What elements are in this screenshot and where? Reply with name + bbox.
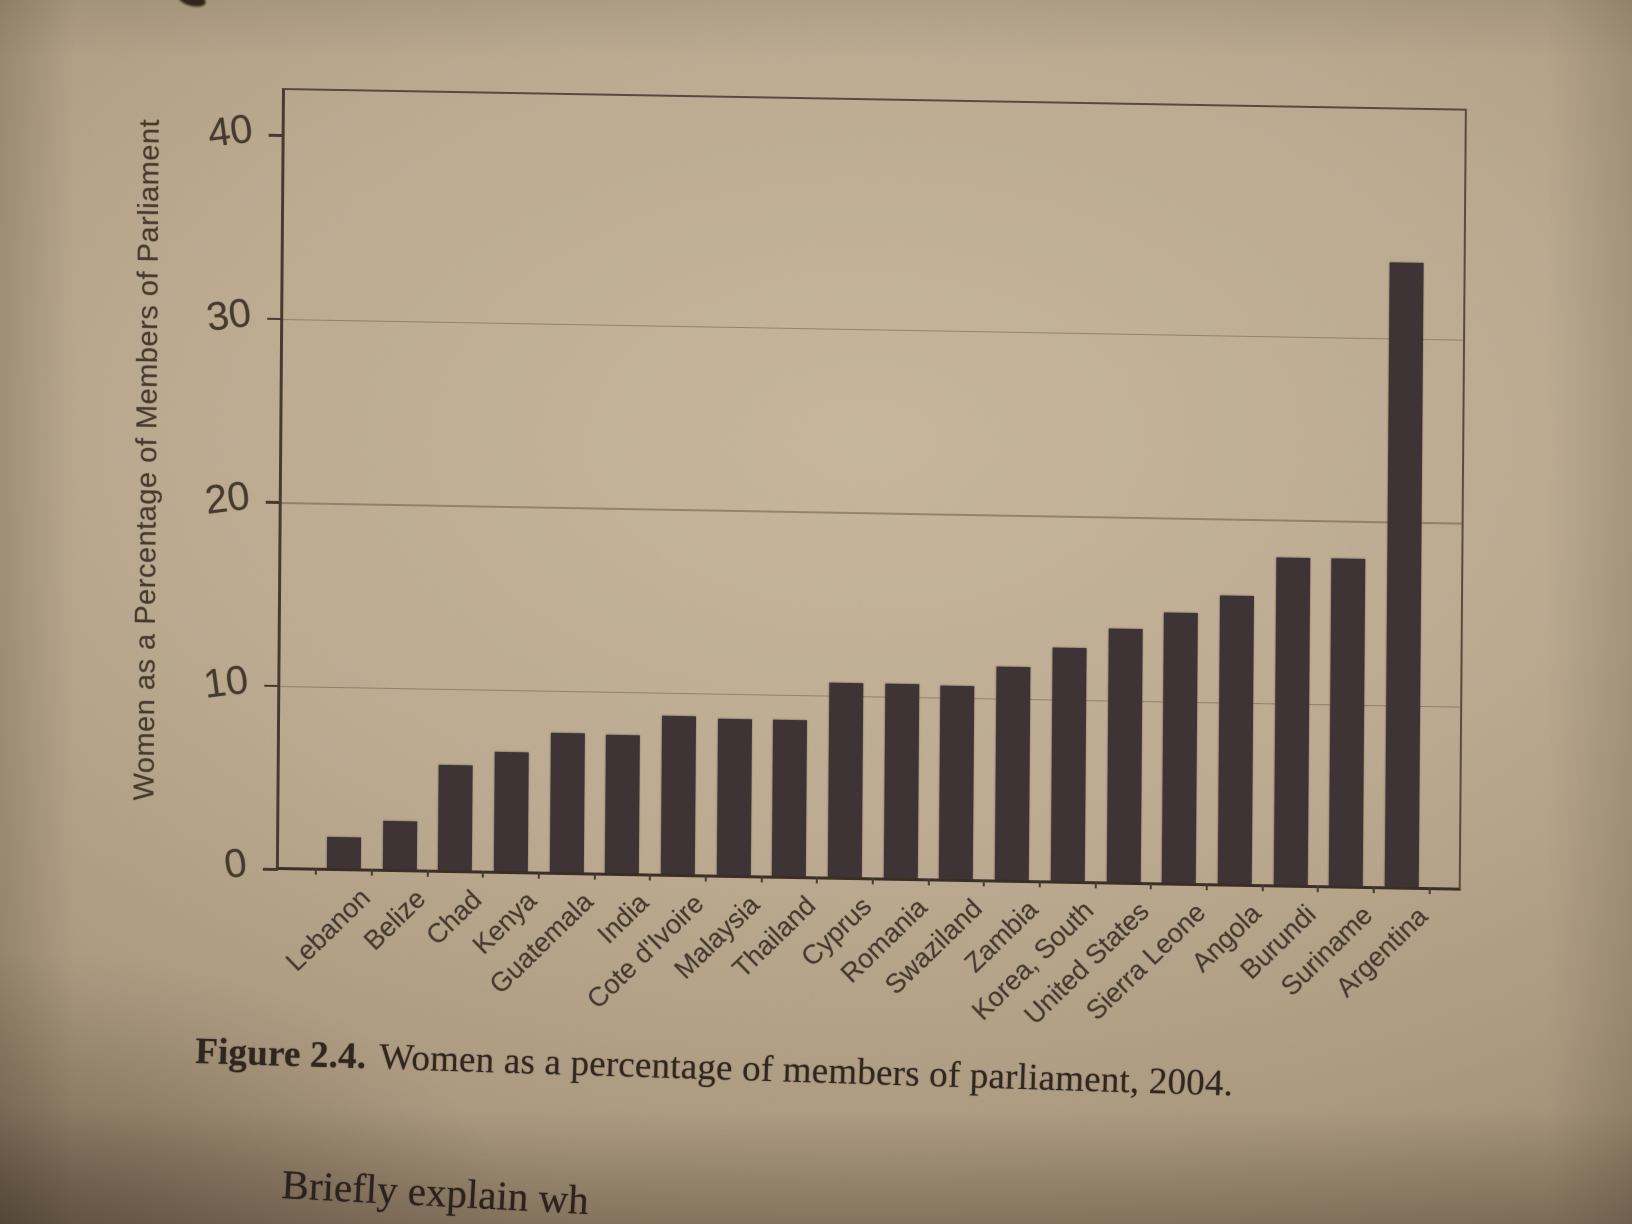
bar-Argentina — [1384, 262, 1424, 887]
x-axis-tick-8 — [760, 875, 763, 883]
y-tick-label-40: 40 — [205, 106, 256, 156]
y-tick-10 — [264, 684, 280, 688]
bar-Thailand — [772, 719, 808, 877]
x-axis-tick-2 — [426, 869, 429, 877]
y-tick-30 — [267, 317, 283, 321]
y-tick-0 — [262, 867, 278, 871]
y-tick-label-10: 10 — [200, 657, 251, 707]
x-axis-tick-18 — [1317, 885, 1320, 893]
bar-Guatemala — [549, 732, 585, 873]
bar-Sierra Leone — [1161, 612, 1199, 884]
figure-caption-text: Women as a percentage of members of parl… — [378, 1036, 1234, 1105]
x-axis-tick-19 — [1372, 886, 1375, 894]
bar-Suriname — [1329, 558, 1366, 886]
bar-Chad — [438, 765, 474, 871]
x-axis-tick-13 — [1038, 880, 1041, 888]
x-axis-tick-6 — [649, 873, 652, 881]
y-axis-title: Women as a Percentage of Members of Parl… — [128, 118, 166, 801]
bar-Burundi — [1273, 557, 1310, 885]
bar-Zambia — [994, 666, 1031, 881]
x-axis-tick-1 — [370, 868, 373, 876]
x-axis-tick-12 — [983, 879, 986, 887]
cropped-body-text: Briefly explain wh — [280, 1160, 590, 1224]
y-tick-label-20: 20 — [202, 473, 253, 523]
x-axis-tick-20 — [1428, 887, 1431, 895]
bar-Angola — [1217, 595, 1254, 885]
chart-plot: 0 10 20 30 40 Lebanon Belize Chad Kenya Guatemala… — [201, 88, 1467, 1030]
x-axis-tick-4 — [537, 871, 540, 879]
x-axis-tick-14 — [1094, 881, 1097, 889]
bar-Korea, South — [1050, 647, 1087, 882]
cropped-text-fragment — [176, 0, 208, 10]
bar-India — [605, 735, 641, 874]
bar-Romania — [883, 683, 920, 879]
gridline-20 — [281, 502, 1462, 525]
x-axis-tick-7 — [704, 874, 707, 882]
figure-caption-label: Figure 2.4. — [194, 1030, 367, 1078]
y-tick-20 — [265, 500, 281, 504]
x-label-Belize: Belize — [358, 883, 432, 957]
gridline-30 — [283, 318, 1464, 341]
bar-Lebanon — [326, 836, 362, 869]
bar-Kenya — [493, 751, 529, 872]
x-axis-tick-16 — [1205, 883, 1208, 891]
x-axis-tick-0 — [314, 867, 318, 875]
y-tick-40 — [268, 133, 284, 137]
bar-Cyprus — [827, 682, 864, 878]
bar-Cote d'Ivoire — [660, 715, 697, 875]
bar-chart: Women as a Percentage of Members of Parl… — [128, 88, 1467, 1030]
bar-Belize — [382, 821, 417, 870]
x-axis-tick-11 — [927, 878, 930, 886]
x-axis-tick-15 — [1150, 882, 1153, 890]
bar-United States — [1106, 628, 1143, 883]
x-axis-tick-9 — [816, 876, 819, 884]
y-tick-label-0: 0 — [221, 840, 250, 888]
x-axis-tick-3 — [481, 870, 485, 878]
y-tick-label-30: 30 — [203, 290, 254, 340]
bar-Swaziland — [939, 685, 975, 880]
x-axis-tick-17 — [1261, 884, 1264, 892]
x-axis-tick-5 — [593, 872, 596, 880]
figure-caption: Figure 2.4. Women as a percentage of memb… — [195, 1030, 1376, 1110]
x-axis-tick-10 — [871, 877, 874, 885]
bar-Malaysia — [716, 718, 752, 876]
